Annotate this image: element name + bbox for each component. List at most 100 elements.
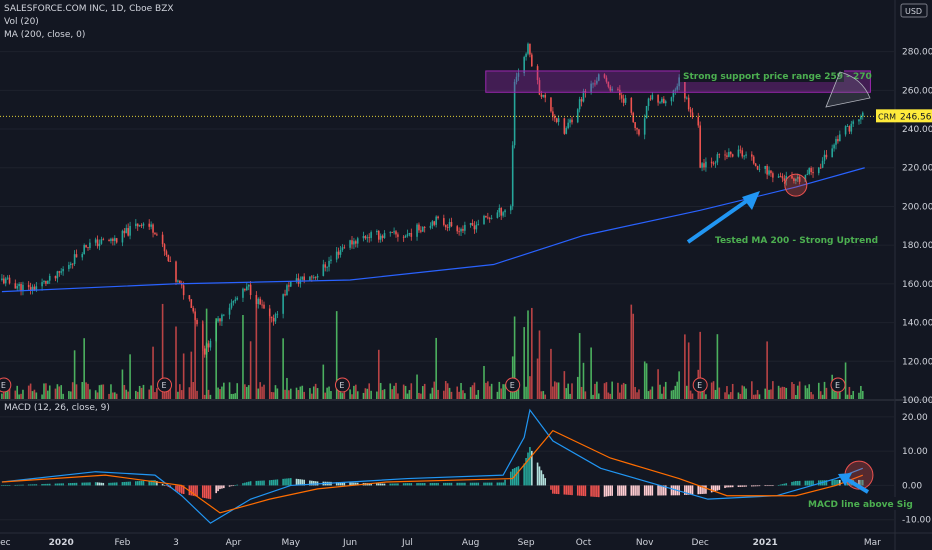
macd-histogram-bar	[649, 485, 652, 496]
candle	[194, 311, 196, 320]
macd-histogram-bar	[743, 485, 745, 487]
volume-bar	[781, 386, 784, 399]
candle	[94, 239, 97, 243]
macd-histogram-bar	[289, 478, 292, 486]
candle	[839, 134, 841, 142]
volume-bar	[858, 392, 860, 399]
volume-bar	[674, 385, 677, 399]
macd-histogram-bar	[571, 485, 573, 496]
candle	[565, 128, 568, 134]
macd-histogram-bar	[16, 484, 19, 486]
macd-histogram-bar	[192, 485, 195, 496]
macd-histogram-bar	[314, 481, 317, 486]
candle	[731, 154, 734, 157]
volume-bar	[94, 390, 97, 399]
candle	[779, 176, 782, 178]
macd-histogram-bar	[276, 479, 279, 486]
candle	[687, 97, 690, 110]
candle	[16, 286, 19, 289]
candle	[529, 43, 531, 55]
macd-histogram-bar	[376, 483, 378, 486]
volume-bar	[823, 381, 826, 399]
macd-histogram-bar	[620, 485, 623, 496]
earnings-marker-label: E	[697, 381, 702, 390]
macd-histogram-bar	[309, 480, 311, 486]
macd-histogram-bar	[638, 485, 640, 496]
candle	[676, 86, 679, 90]
volume-bar	[739, 393, 742, 399]
volume-bar	[22, 389, 24, 399]
candle	[20, 283, 22, 292]
volume-bar	[808, 384, 811, 399]
volume-bar	[504, 384, 506, 399]
volume-bar	[328, 386, 330, 399]
volume-bar	[303, 391, 305, 399]
volume-bar	[525, 386, 527, 399]
candle	[391, 232, 393, 234]
macd-histogram-bar	[500, 482, 503, 486]
macd-histogram-bar	[209, 485, 212, 500]
candle	[714, 162, 717, 164]
candle	[772, 173, 774, 178]
volume-bar	[835, 386, 837, 399]
candle	[536, 66, 539, 81]
macd-histogram-bar	[14, 484, 17, 486]
candle	[68, 264, 70, 269]
volume-bar	[301, 385, 304, 399]
candle	[268, 308, 271, 317]
candle	[284, 294, 286, 296]
candle	[509, 206, 512, 211]
candle	[45, 280, 47, 284]
candle	[485, 215, 487, 218]
volume-bar	[751, 381, 753, 399]
volume-bar	[154, 392, 156, 399]
macd-histogram-bar	[531, 450, 533, 486]
macd-histogram-bar	[796, 480, 799, 486]
support-label-bg	[680, 69, 844, 82]
macd-histogram-bar	[582, 485, 585, 496]
candle	[582, 91, 585, 102]
macd-tick-label: 10.00	[902, 447, 928, 457]
candle	[29, 287, 32, 291]
candle	[647, 98, 650, 106]
earnings-marker-label: E	[510, 381, 515, 390]
macd-histogram-bar	[630, 485, 633, 496]
macd-histogram-bar	[112, 482, 114, 486]
candle	[678, 77, 680, 87]
currency-badge	[900, 3, 928, 18]
candle	[150, 224, 152, 227]
macd-histogram-bar	[858, 479, 860, 486]
macd-histogram-bar	[215, 485, 217, 494]
volume-bar	[35, 392, 38, 399]
volume-bar	[353, 385, 355, 399]
candle	[450, 221, 453, 227]
volume-bar	[48, 385, 51, 399]
candle	[456, 226, 459, 232]
macd-histogram-bar	[525, 458, 527, 486]
volume-bar	[341, 393, 344, 399]
macd-histogram-bar	[469, 482, 472, 486]
volume-bar	[249, 341, 252, 399]
macd-histogram-bar	[301, 479, 304, 486]
macd-histogram-bar	[617, 485, 619, 496]
macd-histogram-bar	[657, 485, 659, 496]
volume-bar	[638, 389, 640, 399]
macd-histogram-bar	[861, 479, 864, 486]
volume-bar	[68, 391, 70, 399]
candle	[739, 149, 742, 151]
candle	[764, 165, 767, 169]
macd-histogram-bar	[726, 485, 728, 488]
candle	[89, 242, 91, 249]
macd-histogram-bar	[540, 470, 543, 486]
volume-bar	[752, 394, 755, 399]
volume-bar	[182, 353, 185, 399]
candle	[129, 225, 131, 236]
candle	[58, 271, 61, 273]
volume-bar	[221, 386, 223, 399]
volume-bar	[87, 383, 89, 399]
macd-histogram-bar	[255, 480, 258, 486]
time-tick-label: 2020	[49, 538, 74, 548]
candle	[85, 245, 87, 248]
volume-bar	[500, 388, 503, 399]
